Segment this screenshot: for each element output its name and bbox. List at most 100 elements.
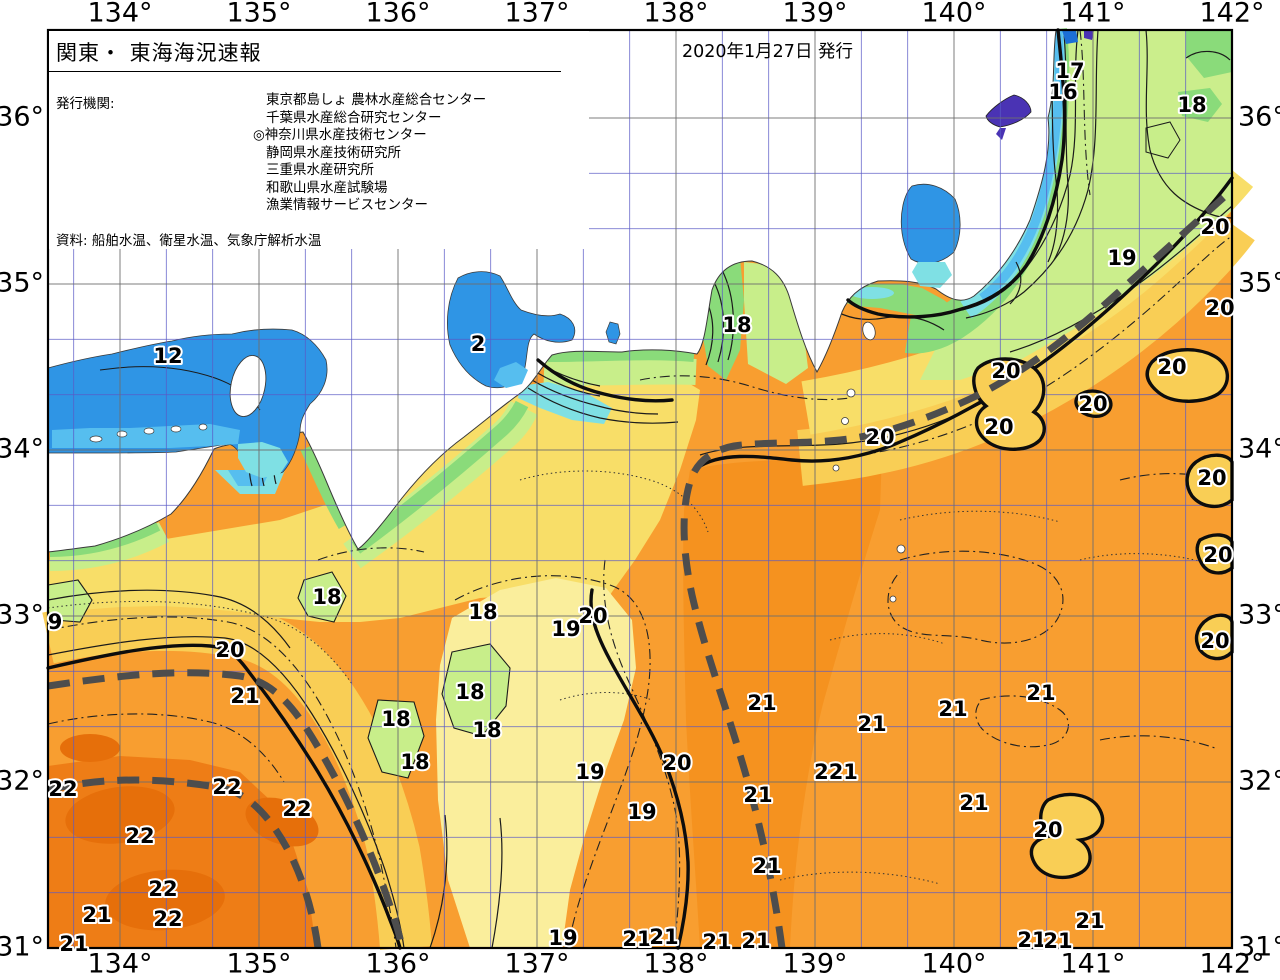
temp-label: 20 <box>865 425 894 449</box>
axis-label: 36° <box>1238 102 1280 133</box>
axis-label: 141° <box>1060 949 1125 980</box>
axis-label: 139° <box>782 949 847 980</box>
axis-label: 140° <box>921 0 986 29</box>
axis-label: 141° <box>1060 0 1125 29</box>
organization-item: 漁業情報サービスセンター <box>266 197 428 213</box>
temp-label: 19 <box>548 926 577 950</box>
temp-label: 21 <box>741 929 770 953</box>
organization-item: 東京都島しょ 農林水産総合センター <box>266 92 487 108</box>
temp-label: 17 <box>1055 59 1084 83</box>
temp-label: 22 <box>153 907 182 931</box>
axis-label: 35° <box>1238 268 1280 299</box>
axis-label: 142° <box>1199 949 1264 980</box>
temp-label: 21 <box>702 930 731 954</box>
temp-label: 20 <box>984 415 1013 439</box>
issue-date: 2020年1月27日 発行 <box>682 42 854 62</box>
axis-label: 33° <box>0 600 44 631</box>
isotherm-20c-lines <box>46 28 1234 950</box>
temp-label: 21 <box>959 791 988 815</box>
page-title: 関東・ 東海海況速報 <box>49 31 561 72</box>
temp-label: 9 <box>48 610 63 634</box>
temp-label: 21 <box>1026 681 1055 705</box>
axis-label: 34° <box>0 434 44 465</box>
info-panel: 関東・ 東海海況速報 発行機関: 東京都島しょ 農林水産総合センター 千葉県水産総… <box>49 31 589 249</box>
lake-hamana <box>605 321 621 345</box>
organization-item: 千葉県水産総合研究センター <box>266 109 442 126</box>
axis-label: 138° <box>643 0 708 29</box>
axis-label: 137° <box>504 0 569 29</box>
ise-bay <box>447 271 576 389</box>
temp-label: 22 <box>212 775 241 799</box>
temp-label: 20 <box>1203 543 1232 567</box>
temp-label: 21 <box>622 927 651 951</box>
temp-label: 18 <box>400 750 429 774</box>
tokyo-bay <box>900 183 961 288</box>
temp-label: 21 <box>857 712 886 736</box>
temp-label: 18 <box>468 600 497 624</box>
temp-label: 20 <box>215 638 244 662</box>
temp-label: 18 <box>722 313 751 337</box>
temp-label: 20 <box>1078 392 1107 416</box>
temp-label: 2 <box>471 332 486 356</box>
organization-item: 和歌山県水産試験場 <box>266 179 388 196</box>
temp-label: 22 <box>282 797 311 821</box>
issuing-organizations: 東京都島しょ 農林水産総合センター 千葉県水産総合研究センター ◎神奈川県水産技術セ… <box>154 92 486 215</box>
temp-label: 18 <box>1177 93 1206 117</box>
temp-label: 20 <box>1033 818 1062 842</box>
temp-label: 22 <box>148 877 177 901</box>
temp-label: 20 <box>1157 355 1186 379</box>
temp-label: 20 <box>1197 466 1226 490</box>
temp-label: 21 <box>1075 909 1104 933</box>
temp-label: 20 <box>991 359 1020 383</box>
axis-label: 31° <box>0 932 44 963</box>
temp-label: 12 <box>153 344 182 368</box>
temp-label: 21 <box>649 925 678 949</box>
axis-label: 137° <box>504 949 569 980</box>
axis-label: 138° <box>643 949 708 980</box>
temp-label: 221 <box>814 760 858 784</box>
izu-islands <box>832 321 906 603</box>
temp-label: 21 <box>82 903 111 927</box>
issuer-label: 発行機関: <box>56 96 115 112</box>
axis-label: 135° <box>226 949 291 980</box>
axis-label: 135° <box>226 0 291 29</box>
axis-label: 136° <box>365 949 430 980</box>
temp-label: 20 <box>1200 215 1229 239</box>
axis-label: 136° <box>365 0 430 29</box>
temp-label: 18 <box>455 680 484 704</box>
data-source-note: 資料: 船舶水温、衛星水温、気象庁解析水温 <box>56 232 322 249</box>
temp-label: 16 <box>1048 80 1077 104</box>
temp-label: 19 <box>551 617 580 641</box>
axis-label: 134° <box>87 949 152 980</box>
temp-label: 21 <box>1017 928 1046 952</box>
organization-item: ◎神奈川県水産技術センター <box>253 127 427 143</box>
temp-label: 18 <box>472 718 501 742</box>
axis-label: 140° <box>921 949 986 980</box>
temp-label: 21 <box>743 783 772 807</box>
organization-item: 三重県水産研究所 <box>266 162 374 178</box>
temp-label: 20 <box>662 751 691 775</box>
organization-item: 静岡県水産技術研究所 <box>266 144 401 161</box>
temp-label: 18 <box>381 707 410 731</box>
temp-label: 20 <box>1205 296 1234 320</box>
lake-kasumigaura <box>985 30 1094 140</box>
temp-label: 21 <box>747 691 776 715</box>
temp-label: 22 <box>125 824 154 848</box>
temp-label: 21 <box>230 684 259 708</box>
axis-label: 142° <box>1199 0 1264 29</box>
axis-label: 32° <box>1238 766 1280 797</box>
axis-label: 31° <box>1238 932 1280 963</box>
temp-label: 20 <box>1200 629 1229 653</box>
temp-label: 19 <box>575 760 604 784</box>
axis-label: 32° <box>0 766 44 797</box>
temp-label: 18 <box>312 585 341 609</box>
map-frame <box>46 28 1234 950</box>
kuroshio-axis <box>47 187 1235 949</box>
axis-label: 35° <box>0 268 44 299</box>
axis-label: 139° <box>782 0 847 29</box>
axis-label: 36° <box>0 102 44 133</box>
axis-label: 33° <box>1238 600 1280 631</box>
